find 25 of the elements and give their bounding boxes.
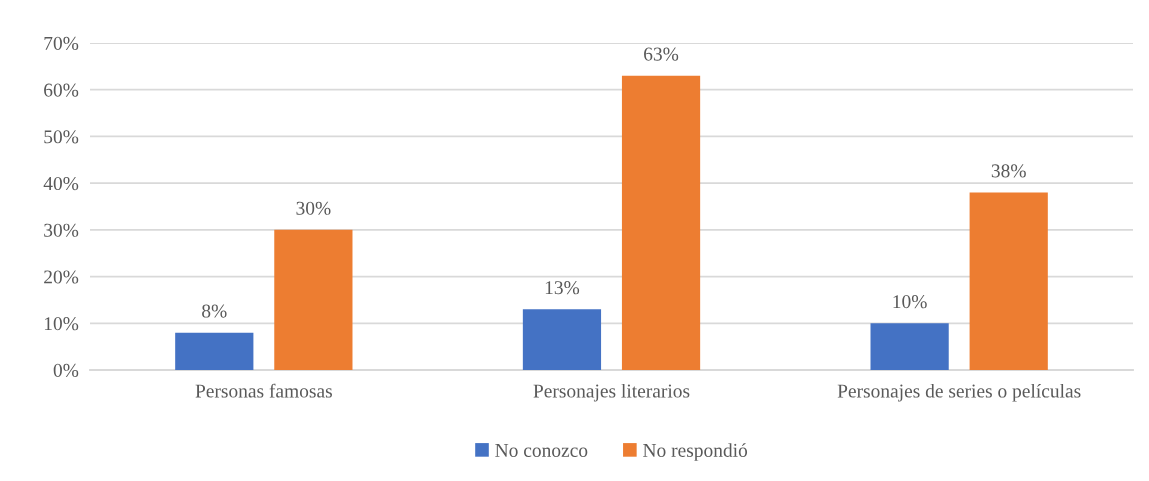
- y-tick-label: 0%: [53, 363, 79, 377]
- bar: [274, 229, 353, 370]
- text: 13%: [545, 281, 580, 295]
- text: 8%: [202, 304, 227, 318]
- y-tick-label: 70%: [44, 36, 79, 50]
- legend-label: No respondió: [643, 443, 748, 461]
- bar: [969, 192, 1048, 370]
- y-tick-label: 60%: [44, 83, 79, 97]
- text: 10%: [893, 295, 927, 309]
- y-tick-label: 30%: [44, 223, 79, 237]
- y-tick-label: 20%: [44, 270, 79, 284]
- bar: [870, 323, 949, 370]
- y-tick-label: 50%: [44, 130, 79, 144]
- bar: [621, 75, 701, 370]
- x-tick-label: Personas famosas: [195, 383, 332, 398]
- y-tick-label: 40%: [43, 176, 79, 191]
- text: 38%: [991, 164, 1026, 178]
- y-tick-label: 10%: [44, 317, 79, 331]
- x-tick-label: Personajes de series o películas: [837, 383, 1081, 402]
- bar: [522, 309, 602, 370]
- legend-label: No conozco: [495, 443, 588, 457]
- text: 63%: [644, 47, 679, 61]
- bar: [175, 332, 254, 370]
- text: 30%: [296, 201, 331, 215]
- x-tick-label: Personajes literarios: [533, 383, 690, 402]
